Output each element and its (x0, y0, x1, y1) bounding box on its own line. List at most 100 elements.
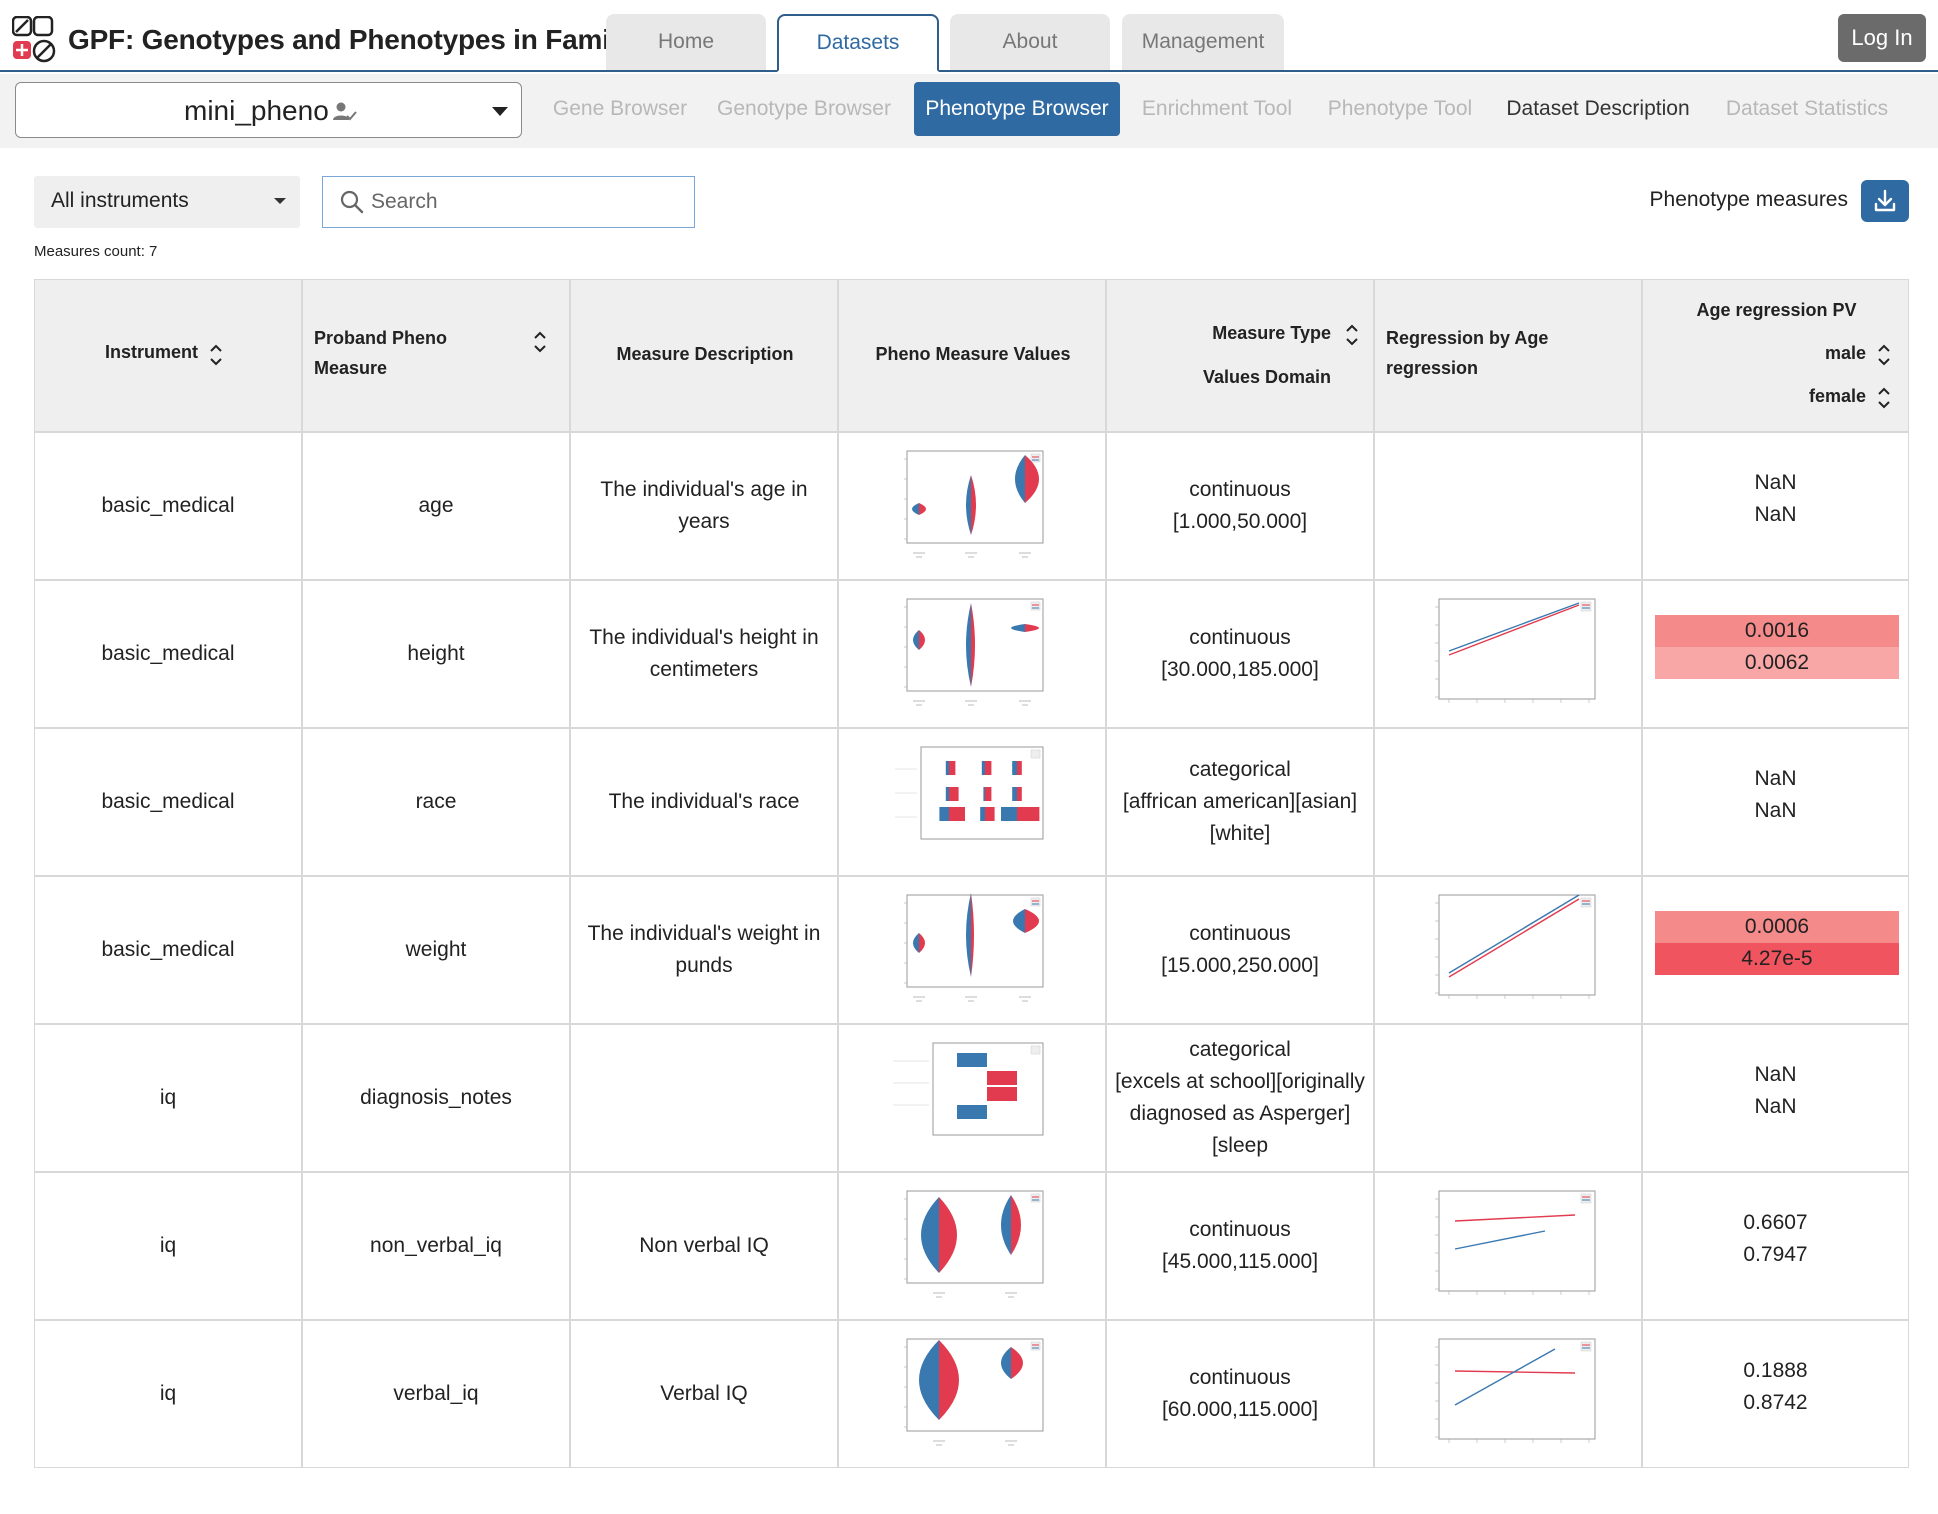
pv-female-value: 4.27e-5 (1655, 943, 1899, 975)
download-icon (1874, 189, 1896, 212)
sort-icon[interactable] (1345, 322, 1359, 348)
bar-female (985, 807, 995, 821)
measure-description: The individual's race (608, 790, 800, 813)
cell-type-domain: continuous [60.000,115.000] (1106, 1320, 1374, 1468)
pheno-values-chart[interactable] (889, 1039, 1051, 1159)
cell-age-regression-pv: 0.6607 0.7947 (1642, 1172, 1909, 1320)
violin-male-half (966, 475, 971, 535)
tool-tab-dataset-statistics[interactable]: Dataset Statistics (1725, 97, 1889, 120)
search-box[interactable] (322, 176, 695, 228)
nav-tab-datasets[interactable]: Datasets (777, 14, 939, 72)
violin-male-half (1001, 1347, 1011, 1379)
tool-tab-enrichment-tool[interactable]: Enrichment Tool (1141, 97, 1293, 120)
header-type[interactable]: Measure Type Values Domain (1106, 279, 1374, 432)
pheno-values-chart[interactable] (889, 595, 1051, 715)
violin-male-half (1013, 909, 1025, 933)
header-description-label: Measure Description (616, 344, 794, 364)
bar-female (987, 1087, 1017, 1101)
measure-description: The individual's age in years (600, 478, 808, 533)
violin-female-half (919, 933, 925, 953)
header-instrument[interactable]: Instrument (34, 279, 302, 432)
measure-name: verbal_iq (393, 1382, 479, 1405)
sort-icon[interactable] (1877, 385, 1891, 411)
cell-measure: age (302, 432, 570, 580)
person-check-icon (333, 102, 357, 121)
measure-type: continuous (1189, 1218, 1291, 1241)
cell-age-regression-pv: 0.1888 0.8742 (1642, 1320, 1909, 1468)
sort-icon[interactable] (1877, 342, 1891, 368)
tool-tab-phenotype-browser[interactable]: Phenotype Browser (914, 82, 1120, 136)
cell-type-domain: continuous [45.000,115.000] (1106, 1172, 1374, 1320)
measure-description: The individual's height in centimeters (589, 626, 819, 681)
tool-tab-dataset-description[interactable]: Dataset Description (1506, 97, 1690, 120)
pv-male-value: NaN (1754, 767, 1797, 790)
violin-female-half (919, 630, 925, 650)
pv-female-value: 0.7947 (1743, 1243, 1808, 1266)
cell-description: Non verbal IQ (570, 1172, 838, 1320)
header-regression-label-line1: Regression by Age (1386, 328, 1549, 348)
sort-icon[interactable] (533, 329, 547, 355)
measure-type: continuous (1189, 478, 1291, 501)
pheno-values-chart[interactable] (889, 743, 1051, 863)
age-regression-chart[interactable] (1425, 595, 1597, 715)
cell-instrument: basic_medical (34, 432, 302, 580)
cell-values-plot (838, 728, 1106, 876)
age-regression-chart[interactable] (1425, 891, 1597, 1011)
instrument-name: basic_medical (101, 938, 235, 961)
pheno-values-chart[interactable] (889, 447, 1051, 567)
cell-values-plot (838, 1172, 1106, 1320)
measure-name: non_verbal_iq (370, 1234, 502, 1257)
bar-male (957, 1105, 987, 1119)
nav-tab-about[interactable]: About (950, 14, 1110, 70)
instrument-name: basic_medical (101, 790, 235, 813)
header-domain-label: Values Domain (1202, 367, 1331, 387)
search-input[interactable] (371, 187, 681, 217)
bar-female (987, 1071, 1017, 1085)
age-regression-chart[interactable] (1425, 1335, 1597, 1455)
type-domain: continuous [30.000,185.000] (1115, 581, 1365, 727)
regression-line-male (1448, 602, 1580, 652)
regression-line-male (1454, 1230, 1546, 1250)
cell-instrument: iq (34, 1320, 302, 1468)
header-type-label: Measure Type (1212, 323, 1331, 343)
tool-tab-gene-browser[interactable]: Gene Browser (552, 97, 688, 120)
type-domain: continuous [1.000,50.000] (1115, 433, 1365, 579)
values-domain: [60.000,115.000] (1161, 1398, 1319, 1421)
measure-description: Non verbal IQ (639, 1234, 769, 1257)
instrument-name: iq (159, 1382, 177, 1405)
dataset-selector[interactable]: mini_pheno (15, 82, 522, 138)
type-domain: continuous [15.000,250.000] (1115, 877, 1365, 1023)
age-regression-chart[interactable] (1425, 1187, 1597, 1307)
tool-tab-phenotype-tool[interactable]: Phenotype Tool (1327, 97, 1473, 120)
violin-male-half (913, 933, 919, 953)
nav-tab-management[interactable]: Management (1122, 14, 1284, 70)
cell-measure: race (302, 728, 570, 876)
violin-male-half (966, 603, 971, 687)
violin-female-half (1025, 624, 1039, 632)
violin-male-half (919, 1340, 939, 1420)
cell-measure: weight (302, 876, 570, 1024)
pheno-values-chart[interactable] (889, 1187, 1051, 1307)
header-instrument-label: Instrument (105, 342, 199, 362)
pheno-values-chart[interactable] (889, 891, 1051, 1011)
pv-male-value: 0.0016 (1655, 615, 1899, 647)
nav-tab-home[interactable]: Home (606, 14, 766, 70)
login-button[interactable]: Log In (1838, 14, 1926, 62)
bar-female (1017, 787, 1022, 801)
tool-tab-genotype-browser[interactable]: Genotype Browser (717, 97, 891, 120)
violin-male-half (1011, 624, 1025, 632)
header-values: Pheno Measure Values (838, 279, 1106, 432)
sort-icon[interactable] (209, 342, 223, 368)
header-measure-label-line2: Measure (314, 358, 388, 378)
values-domain: [1.000,50.000] (1172, 510, 1308, 533)
measure-description (579, 1025, 829, 1171)
header-measure[interactable]: Proband Pheno Measure (302, 279, 570, 432)
bar-male (945, 761, 949, 775)
cell-values-plot (838, 876, 1106, 1024)
cell-measure: non_verbal_iq (302, 1172, 570, 1320)
header-age-regression-pv: Age regression PV male female (1642, 279, 1909, 432)
instrument-dropdown[interactable]: All instruments (34, 176, 300, 228)
pheno-values-chart[interactable] (889, 1335, 1051, 1455)
gpf-logo-icon (12, 16, 56, 63)
download-measures-button[interactable] (1861, 180, 1909, 222)
